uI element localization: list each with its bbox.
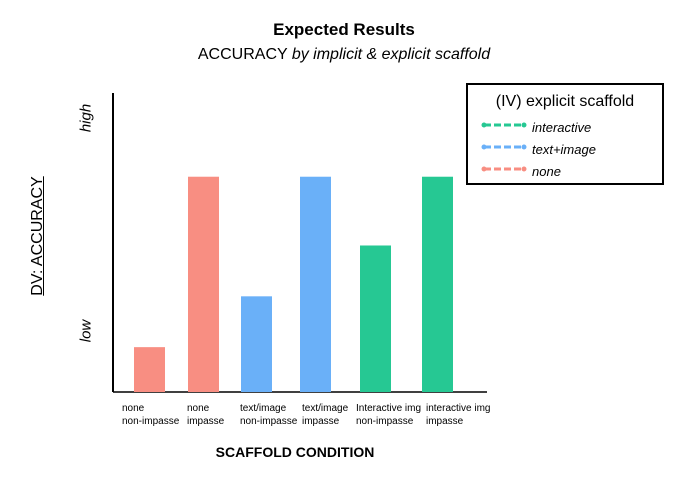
legend-swatch-interactive <box>481 122 527 128</box>
x-tick-label-3-line-2: non-impasse <box>240 416 298 427</box>
x-tick-label-4-line-2: impasse <box>302 416 340 427</box>
subtitle-italic: by implicit & explicit scaffold <box>291 46 491 63</box>
legend-label-interactive: interactive <box>532 120 592 135</box>
x-tick-label-5-line-2: non-impasse <box>356 416 414 427</box>
chart-title: Expected Results <box>273 20 415 39</box>
bar-5 <box>360 245 391 392</box>
x-tick-label-2-line-1: none <box>187 403 210 414</box>
bar-3 <box>241 296 272 392</box>
legend-title: (IV) explicit scaffold <box>495 93 635 110</box>
bar-1 <box>134 347 165 392</box>
x-tick-label-1-line-1: none <box>122 403 145 414</box>
legend-item-none: none <box>480 163 660 181</box>
legend-swatch-text-image <box>481 144 527 150</box>
x-axis-label: SCAFFOLD CONDITION <box>215 444 375 460</box>
chart-subtitle: ACCURACY by implicit & explicit scaffold <box>0 46 688 64</box>
legend-item-text-image: text+image <box>480 141 660 159</box>
legend-label-none: none <box>532 164 561 179</box>
x-tick-label-2-line-2: impasse <box>187 416 225 427</box>
bar-6 <box>422 176 453 392</box>
legend: (IV) explicit scaffold interactive text+… <box>466 83 664 185</box>
x-tick-label-3-line-1: text/image <box>240 403 287 414</box>
x-tick-label-5-line-1: Interactive img <box>356 403 421 414</box>
x-tick-label-6-line-1: interactive img <box>426 403 490 414</box>
x-tick-label-4-line-1: text/image <box>302 403 349 414</box>
legend-item-interactive: interactive <box>480 119 660 137</box>
subtitle-main: ACCURACY <box>197 46 292 63</box>
bar-4 <box>300 176 331 392</box>
legend-swatch-none <box>481 166 527 172</box>
x-tick-label-6-line-2: impasse <box>426 416 464 427</box>
x-tick-label-1-line-2: non-impasse <box>122 416 180 427</box>
bar-2 <box>188 176 219 392</box>
legend-label-text-image: text+image <box>532 142 596 157</box>
